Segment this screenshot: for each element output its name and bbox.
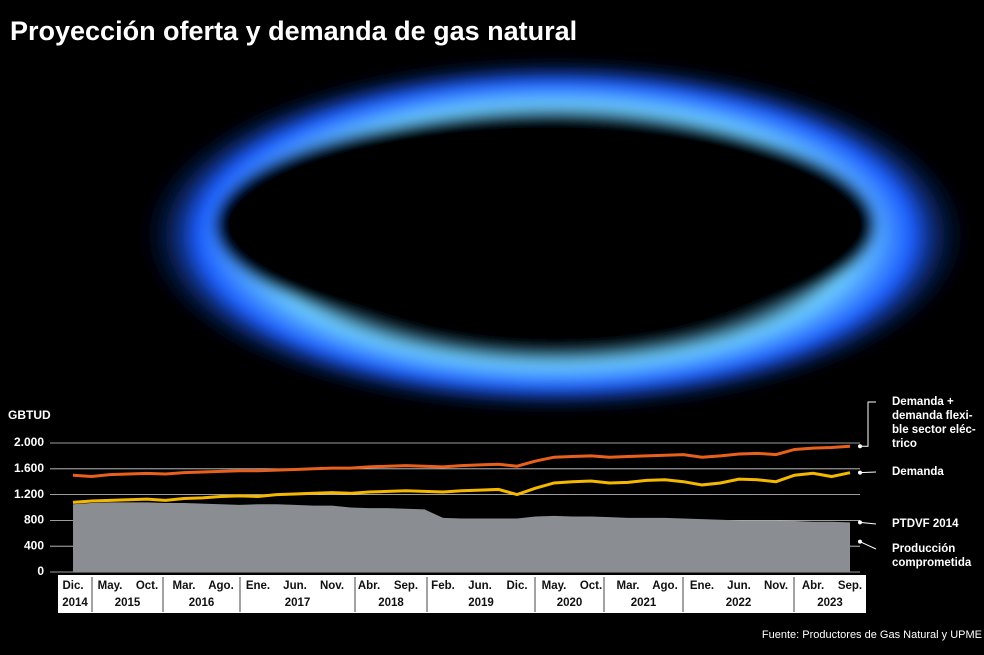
x-tick-label: Jun.	[283, 580, 307, 592]
x-tick-label: Ene.	[690, 580, 714, 592]
legend-label: Demanda + demanda flexi-ble sector eléc-t…	[892, 396, 976, 450]
year-label: 2018	[378, 597, 404, 609]
x-tick-label: Nov.	[764, 580, 788, 592]
year-label: 2015	[115, 597, 141, 609]
year-label: 2014	[62, 597, 88, 609]
x-tick-label: Mar.	[172, 580, 195, 592]
x-tick-label: May.	[98, 580, 123, 592]
year-label: 2023	[817, 597, 843, 609]
y-tick-label: 400	[24, 538, 44, 552]
leader	[859, 541, 877, 550]
year-label: 2019	[468, 597, 494, 609]
leader	[860, 401, 876, 447]
y-axis-label: GBTUD	[8, 408, 51, 422]
y-tick-label: 0	[37, 564, 44, 578]
line	[72, 471, 851, 504]
y-tick-label: 1.600	[14, 461, 44, 475]
year-label: 2022	[726, 597, 752, 609]
x-tick-label: Mar.	[616, 580, 639, 592]
x-tick-label: May.	[542, 580, 567, 592]
x-tick-label: Jun.	[727, 580, 751, 592]
x-tick-label: Ago.	[652, 580, 678, 592]
legend-label: Demanda	[892, 466, 944, 478]
year-label: 2017	[285, 597, 311, 609]
x-tick-label: Abr.	[358, 580, 380, 592]
leader	[859, 521, 877, 525]
x-axis-band	[58, 575, 866, 613]
legend-label: PTDVF 2014	[892, 518, 959, 530]
flame-ring	[135, 55, 975, 415]
x-tick-label: Dic.	[62, 580, 83, 592]
x-tick-label: Abr.	[802, 580, 824, 592]
x-tick-label: Oct.	[136, 580, 158, 592]
x-tick-label: Ene.	[246, 580, 270, 592]
x-tick-label: Feb.	[431, 580, 455, 592]
x-tick-label: Nov.	[320, 580, 344, 592]
x-tick-label: Sep.	[394, 580, 418, 592]
year-label: 2020	[557, 597, 583, 609]
source: Fuente: Productores de Gas Natural y UPM…	[762, 629, 982, 641]
x-tick-label: Oct.	[580, 580, 602, 592]
chart-title: Proyección oferta y demanda de gas natur…	[10, 16, 577, 46]
area	[73, 502, 850, 572]
x-tick-label: Dic.	[506, 580, 527, 592]
x-tick-label: Sep.	[838, 580, 862, 592]
y-tick-label: 1.200	[14, 487, 44, 501]
y-tick-label: 2.000	[14, 435, 44, 449]
x-tick-label: Ago.	[208, 580, 234, 592]
year-label: 2016	[189, 597, 215, 609]
leader	[859, 471, 877, 474]
year-label: 2021	[631, 597, 657, 609]
y-tick-label: 800	[24, 513, 44, 527]
legend-label: Producción comprometida	[892, 543, 972, 569]
x-tick-label: Jun.	[468, 580, 492, 592]
line	[72, 444, 851, 479]
